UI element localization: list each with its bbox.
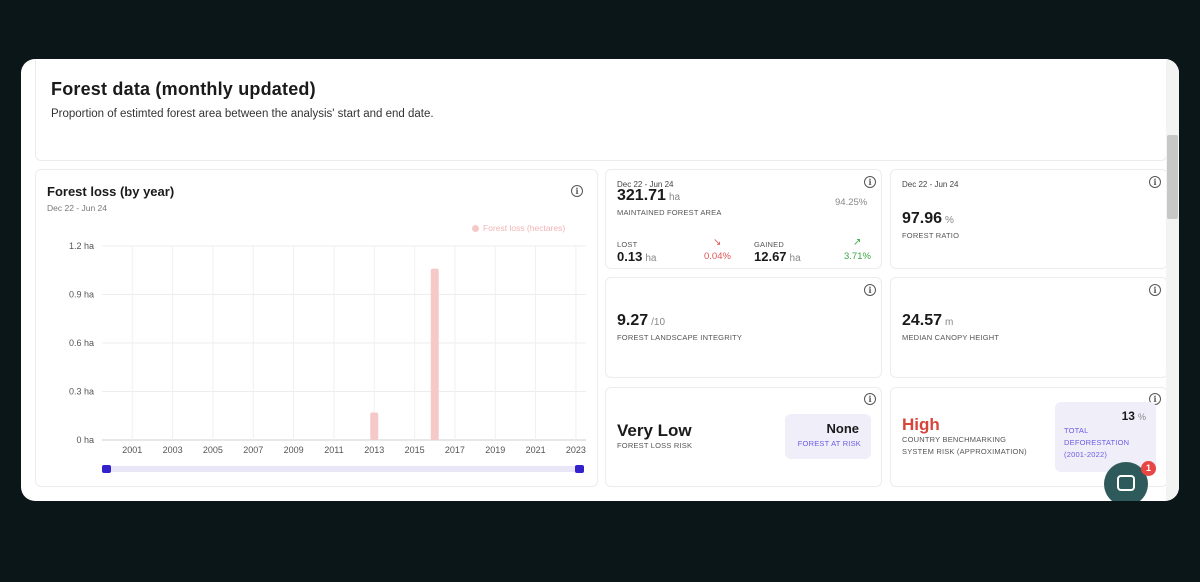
legend-swatch [472, 224, 479, 232]
lost-label: LOST [617, 240, 638, 249]
y-tick-label: 0.3 ha [69, 387, 94, 397]
y-tick-label: 0.6 ha [69, 338, 94, 348]
total-deforestation-badge: 13% TOTAL DEFORESTATION (2001-2022) [1055, 402, 1156, 472]
x-tick-label: 2005 [203, 445, 223, 455]
canopy-height-value: 24.57 m [902, 312, 954, 329]
gained-percent: 3.71% [844, 251, 871, 262]
maintained-percent: 94.25% [835, 197, 868, 208]
gained-value: 12.67 ha [754, 249, 801, 264]
canopy-height-label: MEDIAN CANOPY HEIGHT [902, 333, 1000, 342]
range-handle-start[interactable] [102, 465, 111, 473]
info-icon[interactable]: i [1149, 284, 1161, 296]
year-range-slider-track[interactable] [102, 466, 584, 472]
landscape-integrity-value: 9.27/10 [617, 312, 666, 329]
page-subtitle: Proportion of estimted forest area betwe… [51, 108, 434, 120]
info-icon[interactable]: i [864, 284, 876, 296]
x-tick-label: 2003 [163, 445, 183, 455]
lost-percent: 0.04% [704, 251, 731, 262]
x-tick-label: 2015 [405, 445, 425, 455]
forest-loss-title: Forest loss (by year) [47, 184, 175, 199]
country-risk-label-line2: SYSTEM RISK (APPROXIMATION) [902, 447, 1027, 456]
x-tick-label: 2017 [445, 445, 465, 455]
total-deforestation-label-2: DEFORESTATION [1064, 438, 1130, 447]
loss-risk-label: FOREST LOSS RISK [617, 441, 693, 450]
maintained-date-range: Dec 22 - Jun 24 [617, 180, 674, 189]
total-deforestation-value: 13% [1121, 409, 1146, 423]
info-icon[interactable]: i [1149, 176, 1161, 188]
x-tick-label: 2009 [284, 445, 304, 455]
forest-at-risk-badge: None FOREST AT RISK [785, 414, 871, 459]
x-tick-label: 2007 [243, 445, 263, 455]
country-risk-value: High [902, 415, 940, 434]
country-risk-label-line1: COUNTRY BENCHMARKING [902, 435, 1007, 444]
forest-ratio-label: FOREST RATIO [902, 231, 960, 240]
x-tick-label: 2011 [324, 445, 343, 455]
chart-legend[interactable]: Forest loss (hectares) [472, 223, 565, 233]
total-deforestation-label-3: (2001-2022) [1064, 450, 1108, 459]
landscape-integrity-card: i 9.27/10 FOREST LANDSCAPE INTEGRITY [605, 277, 882, 378]
scrollbar[interactable] [1166, 59, 1179, 501]
y-tick-label: 0 ha [76, 435, 94, 445]
chat-notification-badge: 1 [1141, 461, 1156, 476]
y-tick-label: 0.9 ha [69, 290, 94, 300]
info-icon[interactable]: i [864, 176, 876, 188]
scrollbar-thumb[interactable] [1167, 135, 1178, 219]
loss-risk-value: Very Low [617, 421, 692, 440]
forest-loss-bar [430, 268, 439, 440]
info-icon[interactable]: i [864, 393, 876, 405]
forest-at-risk-label: FOREST AT RISK [797, 439, 861, 448]
range-handle-end[interactable] [575, 465, 584, 473]
info-icon[interactable]: i [571, 185, 583, 197]
x-tick-label: 2013 [364, 445, 384, 455]
forest-loss-risk-card: i Very Low FOREST LOSS RISK None FOREST … [605, 387, 882, 487]
x-tick-label: 2023 [566, 445, 586, 455]
maintained-label: MAINTAINED FOREST AREA [617, 208, 722, 217]
gained-label: GAINED [754, 240, 784, 249]
total-deforestation-label-1: TOTAL [1064, 426, 1089, 435]
maintained-forest-card: Dec 22 - Jun 24 i 321.71 ha MAINTAINED FO… [605, 169, 882, 269]
x-tick-label: 2019 [485, 445, 505, 455]
x-tick-label: 2021 [526, 445, 546, 455]
landscape-integrity-label: FOREST LANDSCAPE INTEGRITY [617, 333, 743, 342]
forest-loss-date-range: Dec 22 - Jun 24 [47, 203, 108, 213]
forest-ratio-date-range: Dec 22 - Jun 24 [902, 180, 959, 189]
forest-at-risk-value: None [826, 421, 860, 436]
x-tick-label: 2001 [122, 445, 142, 455]
forest-loss-card: Forest loss (by year) Dec 22 - Jun 24 i … [35, 169, 598, 487]
y-tick-label: 1.2 ha [69, 241, 94, 251]
forest-data-header: Forest data (monthly updated) Proportion… [35, 59, 1167, 161]
legend-label: Forest loss (hectares) [483, 223, 566, 233]
arrow-up-right-icon: ↗ [853, 237, 862, 248]
forest-loss-bar [370, 412, 379, 440]
maintained-value: 321.71 ha [617, 187, 681, 204]
canopy-height-card: i 24.57 m MEDIAN CANOPY HEIGHT [890, 277, 1168, 378]
app-window: Forest data (monthly updated) Proportion… [21, 59, 1179, 501]
chat-icon [1117, 475, 1135, 491]
page-title: Forest data (monthly updated) [51, 79, 316, 99]
forest-ratio-value: 97.96% [902, 210, 954, 227]
chat-button[interactable] [1104, 462, 1148, 501]
forest-loss-chart: 0 ha 0.3 ha 0.6 ha 0.9 ha 1.2 ha 2001 2003 2005… [69, 241, 586, 455]
arrow-down-right-icon: ↘ [713, 237, 722, 248]
forest-ratio-card: Dec 22 - Jun 24 i 97.96% FOREST RATIO [890, 169, 1168, 269]
lost-value: 0.13 ha [617, 249, 657, 264]
